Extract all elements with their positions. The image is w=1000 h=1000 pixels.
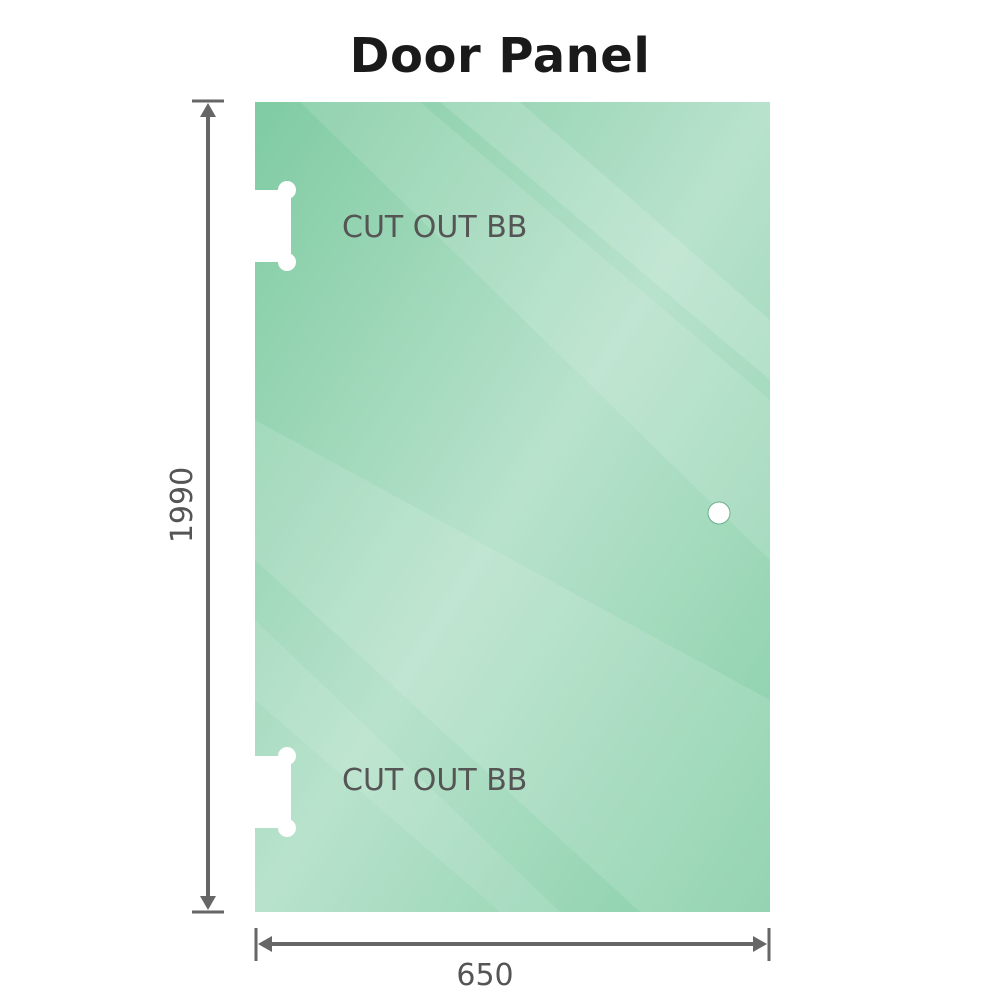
height-dimension-line bbox=[192, 99, 224, 914]
width-dimension-line bbox=[254, 928, 771, 961]
cutout-label-bottom: CUT OUT BB bbox=[342, 763, 527, 798]
width-label: 650 bbox=[456, 958, 513, 993]
height-label: 1990 bbox=[165, 467, 200, 543]
handle-hole bbox=[707, 501, 731, 525]
cutout-top bbox=[250, 181, 296, 271]
glass-panel bbox=[255, 102, 770, 912]
cutout-label-top: CUT OUT BB bbox=[342, 210, 527, 245]
diagram-title: Door Panel bbox=[349, 28, 651, 84]
cutout-bottom bbox=[250, 747, 296, 837]
